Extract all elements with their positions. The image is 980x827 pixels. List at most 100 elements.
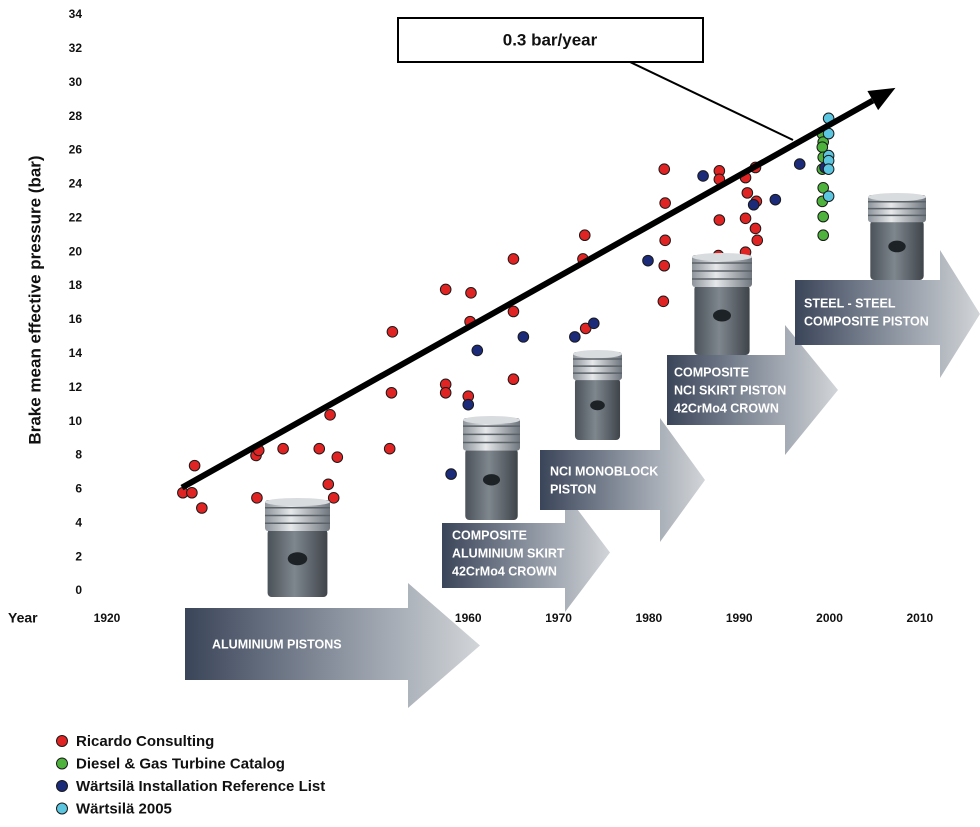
legend-swatch bbox=[56, 780, 68, 792]
data-point bbox=[751, 234, 764, 247]
data-point bbox=[386, 326, 399, 338]
data-point bbox=[188, 459, 201, 472]
data-point bbox=[445, 468, 457, 480]
data-point bbox=[642, 254, 654, 267]
data-point bbox=[588, 317, 600, 330]
y-tick-label: 30 bbox=[69, 75, 83, 89]
data-point bbox=[324, 409, 336, 421]
annotation-box bbox=[397, 17, 704, 63]
stages-layer: ALUMINIUM PISTONS COMPOSITE ALUMINIUM SKIR… bbox=[185, 193, 980, 708]
data-point bbox=[697, 170, 709, 182]
data-point bbox=[817, 182, 830, 194]
y-tick-label: 32 bbox=[69, 41, 83, 55]
stage-label: NCI SKIRT PISTON bbox=[674, 383, 786, 397]
data-point bbox=[196, 502, 208, 514]
data-point bbox=[817, 229, 830, 242]
trend-line bbox=[180, 97, 875, 491]
legend-label: Wärtsilä Installation Reference List bbox=[76, 778, 325, 795]
legend-label: Ricardo Consulting bbox=[76, 733, 214, 750]
data-point bbox=[747, 198, 760, 211]
data-point bbox=[817, 210, 830, 223]
y-tick-label: 28 bbox=[69, 109, 83, 123]
trend-layer: 0.3 bar/year bbox=[180, 17, 896, 491]
y-tick-label: 24 bbox=[69, 177, 83, 191]
data-point bbox=[579, 322, 592, 335]
data-point bbox=[507, 305, 520, 318]
stage-arrow bbox=[185, 583, 480, 708]
data-point bbox=[383, 442, 396, 455]
data-point bbox=[327, 492, 340, 504]
data-point bbox=[465, 287, 477, 299]
data-point bbox=[277, 442, 289, 455]
stage-label: ALUMINIUM SKIRT bbox=[452, 546, 565, 560]
x-tick-label: 2010 bbox=[906, 611, 933, 625]
data-point bbox=[658, 163, 671, 175]
piston-top bbox=[868, 193, 926, 201]
axes-layer: Year Brake mean effective pressure (bar)… bbox=[8, 7, 934, 626]
data-point bbox=[659, 234, 671, 247]
y-tick-label: 4 bbox=[75, 515, 82, 529]
stage-label: PISTON bbox=[550, 482, 596, 496]
y-tick-label: 12 bbox=[69, 380, 83, 394]
stage-arrow bbox=[667, 325, 838, 455]
x-tick-label: 2000 bbox=[816, 611, 843, 625]
piston-top bbox=[573, 350, 622, 358]
y-tick-label: 34 bbox=[69, 7, 83, 21]
piston-pin-hole bbox=[287, 552, 308, 566]
y-axis-label: Brake mean effective pressure (bar) bbox=[25, 155, 44, 444]
data-point bbox=[659, 197, 671, 209]
x-axis-label: Year bbox=[8, 610, 38, 626]
stage-label: NCI MONOBLOCK bbox=[550, 464, 658, 478]
data-point bbox=[439, 386, 452, 399]
legend-label: Diesel & Gas Turbine Catalog bbox=[76, 755, 285, 772]
data-point bbox=[657, 295, 670, 308]
piston-top bbox=[265, 498, 330, 506]
stage-label: COMPOSITE bbox=[452, 528, 527, 542]
y-tick-label: 16 bbox=[69, 312, 83, 326]
piston-pin-hole bbox=[713, 309, 731, 322]
data-point bbox=[739, 212, 752, 225]
stage-arrow bbox=[795, 250, 980, 378]
piston-pin-hole bbox=[590, 400, 605, 411]
data-point bbox=[471, 344, 484, 357]
y-tick-label: 8 bbox=[75, 448, 82, 462]
stage-arrow bbox=[442, 493, 610, 612]
legend-swatch bbox=[56, 757, 68, 770]
stage-label: 42CrMo4 CROWN bbox=[452, 564, 557, 578]
data-point bbox=[658, 259, 671, 272]
trend-arrowhead bbox=[867, 87, 896, 111]
data-point bbox=[439, 283, 452, 296]
stage-label: STEEL - STEEL bbox=[804, 296, 896, 310]
x-tick-label: 1990 bbox=[726, 611, 753, 625]
x-tick-label: 1920 bbox=[94, 611, 121, 625]
data-point bbox=[822, 163, 835, 175]
piston-pin-hole bbox=[888, 240, 906, 253]
y-tick-label: 26 bbox=[69, 143, 83, 157]
x-tick-label: 1970 bbox=[545, 611, 572, 625]
y-tick-label: 22 bbox=[69, 210, 83, 224]
piston-pin-hole bbox=[482, 474, 501, 486]
data-point bbox=[186, 486, 198, 499]
data-point bbox=[313, 442, 326, 455]
stage-label: COMPOSITE bbox=[674, 365, 749, 379]
data-point bbox=[822, 190, 835, 203]
legend-label: Wärtsilä 2005 bbox=[76, 800, 172, 817]
legend: Ricardo Consulting Diesel & Gas Turbine C… bbox=[56, 733, 325, 817]
x-tick-label: 1980 bbox=[636, 611, 663, 625]
y-tick-label: 14 bbox=[69, 346, 83, 360]
stage-label: 42CrMo4 CROWN bbox=[674, 401, 779, 415]
data-point bbox=[578, 229, 591, 242]
data-point bbox=[322, 478, 335, 491]
legend-swatch bbox=[56, 802, 68, 815]
data-point bbox=[741, 187, 754, 199]
y-tick-label: 6 bbox=[75, 482, 82, 496]
stage-label: COMPOSITE PISTON bbox=[804, 314, 929, 328]
y-tick-label: 20 bbox=[69, 244, 83, 258]
data-point bbox=[793, 158, 806, 170]
annotation-label: 0.3 bar/year bbox=[503, 30, 598, 49]
y-tick-label: 0 bbox=[75, 583, 82, 597]
piston-top bbox=[692, 253, 752, 261]
piston-top bbox=[463, 416, 520, 424]
